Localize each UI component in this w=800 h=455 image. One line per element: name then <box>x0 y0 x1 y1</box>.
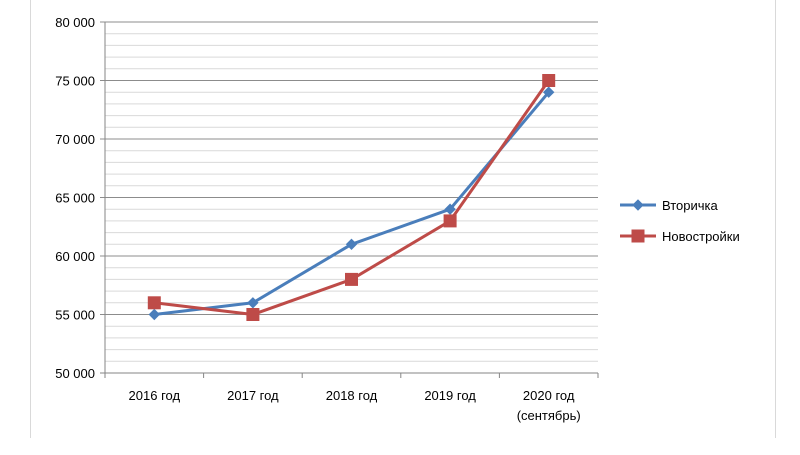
x-tick-label: 2020 год <box>523 388 575 403</box>
y-tick-label: 60 000 <box>55 249 95 264</box>
x-axis-tick-labels: 2016 год 2017 год 2018 год 2019 год 2020 год… <box>129 388 581 423</box>
y-tick-label: 70 000 <box>55 132 95 147</box>
data-point-square <box>345 272 358 286</box>
series-lines <box>147 74 556 321</box>
chart-frame <box>30 0 776 438</box>
grid <box>100 21 598 362</box>
data-point-diamond <box>247 297 259 309</box>
x-tick-label: 2016 год <box>129 388 181 403</box>
data-point-diamond <box>542 86 555 98</box>
data-point-square <box>443 214 457 228</box>
y-axis-tick-labels: 50 000 55 000 60 000 65 000 70 000 75 000 80 0… <box>55 15 95 381</box>
x-tick-label: 2019 год <box>424 388 476 403</box>
legend-marker-square <box>631 229 645 243</box>
y-tick-label: 65 000 <box>55 191 95 206</box>
x-tick-label: 2018 год <box>326 388 378 403</box>
y-tick-label: 50 000 <box>55 366 95 381</box>
legend: Вторичка Новостройки <box>620 198 740 244</box>
x-tick-label: 2017 год <box>227 388 279 403</box>
y-tick-label: 80 000 <box>55 15 95 30</box>
data-point-diamond <box>444 203 456 215</box>
legend-label: Новостройки <box>662 229 740 244</box>
legend-marker-diamond <box>632 199 644 211</box>
axes <box>100 22 599 378</box>
y-tick-label: 55 000 <box>55 308 95 323</box>
data-point-diamond <box>345 238 358 251</box>
data-point-diamond <box>148 308 161 321</box>
data-point-square <box>542 74 556 87</box>
data-point-square <box>246 308 260 321</box>
y-tick-label: 75 000 <box>55 74 95 89</box>
legend-label: Вторичка <box>662 198 719 213</box>
x-tick-label: (сентябрь) <box>517 408 581 423</box>
data-point-square <box>147 296 161 310</box>
